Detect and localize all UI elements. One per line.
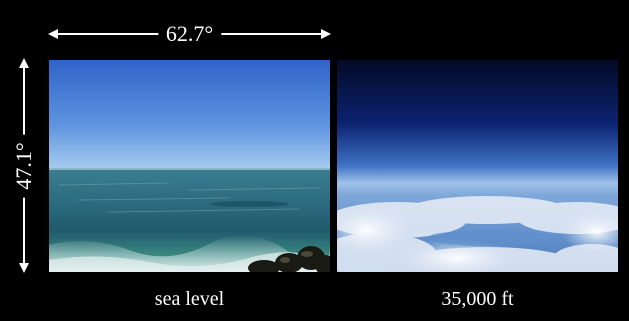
horizontal-fov-label: 62.7° (157, 22, 222, 46)
altitude-photo (337, 60, 618, 272)
altitude-caption: 35,000 ft (441, 288, 514, 310)
horizontal-fov-arrow: 62.7° (48, 22, 331, 46)
sea-level-photo (49, 60, 330, 272)
sea-level-image (49, 60, 330, 272)
sea-level-caption: sea level (154, 288, 225, 310)
vertical-fov-label: 47.1° (11, 133, 36, 198)
vertical-fov-arrow: 47.1° (8, 58, 40, 273)
altitude-image (337, 60, 618, 272)
